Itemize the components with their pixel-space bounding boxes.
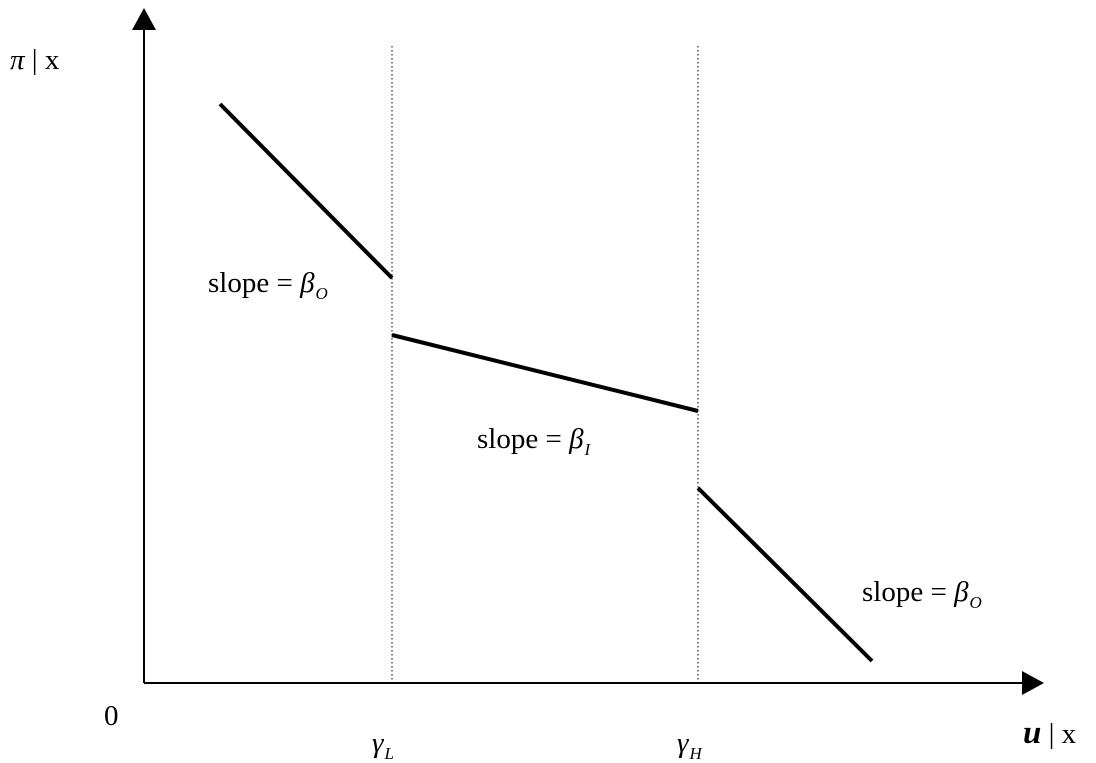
slope-label-outer-left: slope = βO bbox=[208, 267, 328, 303]
threshold-label-high: γH bbox=[677, 727, 702, 763]
x-axis-label: u | x bbox=[1023, 717, 1076, 750]
slope-beta-symbol: β bbox=[954, 576, 969, 608]
segment-outer-left bbox=[218, 102, 394, 280]
threshold-high-subscript: H bbox=[689, 744, 702, 763]
threshold-low-subscript: L bbox=[384, 744, 394, 763]
slope-label-text: slope = bbox=[862, 576, 955, 608]
slope-label-text: slope = bbox=[208, 267, 301, 299]
y-axis-separator: | bbox=[31, 44, 38, 76]
x-axis-separator: | bbox=[1048, 718, 1055, 750]
segment-outer-right bbox=[696, 486, 874, 663]
y-axis-label: π | x bbox=[10, 46, 59, 75]
slope-beta-subscript: O bbox=[969, 593, 982, 612]
slope-label-text: slope = bbox=[477, 423, 570, 455]
origin-label: 0 bbox=[104, 700, 119, 732]
slope-beta-symbol: β bbox=[569, 423, 584, 455]
slope-label-outer-right: slope = βO bbox=[862, 576, 982, 612]
segment-inner bbox=[391, 333, 699, 413]
x-axis-symbol: u bbox=[1023, 715, 1042, 751]
x-axis-arrowhead bbox=[1022, 671, 1044, 695]
y-axis-symbol: π bbox=[10, 44, 25, 76]
y-axis-arrowhead bbox=[132, 8, 156, 30]
threshold-low-symbol: γ bbox=[372, 727, 384, 759]
slope-beta-subscript: O bbox=[315, 284, 328, 303]
threshold-label-low: γL bbox=[372, 727, 394, 763]
slope-label-inner: slope = βI bbox=[477, 423, 590, 459]
threshold-high-symbol: γ bbox=[677, 727, 689, 759]
x-axis-suffix: x bbox=[1061, 718, 1077, 750]
slope-beta-symbol: β bbox=[300, 267, 315, 299]
slope-beta-subscript: I bbox=[584, 440, 591, 459]
y-axis-suffix: x bbox=[44, 44, 60, 76]
